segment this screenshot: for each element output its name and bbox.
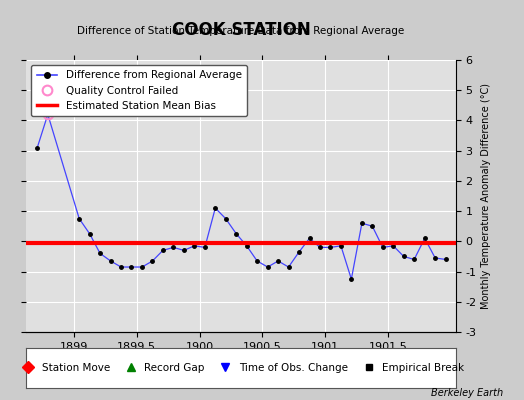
Legend: Station Move, Record Gap, Time of Obs. Change, Empirical Break: Station Move, Record Gap, Time of Obs. C… <box>14 359 468 377</box>
Legend: Difference from Regional Average, Quality Control Failed, Estimated Station Mean: Difference from Regional Average, Qualit… <box>31 65 247 116</box>
Text: Difference of Station Temperature Data from Regional Average: Difference of Station Temperature Data f… <box>78 26 405 36</box>
Title: COOK STATION: COOK STATION <box>172 21 310 39</box>
Y-axis label: Monthly Temperature Anomaly Difference (°C): Monthly Temperature Anomaly Difference (… <box>481 83 491 309</box>
Text: Berkeley Earth: Berkeley Earth <box>431 388 503 398</box>
